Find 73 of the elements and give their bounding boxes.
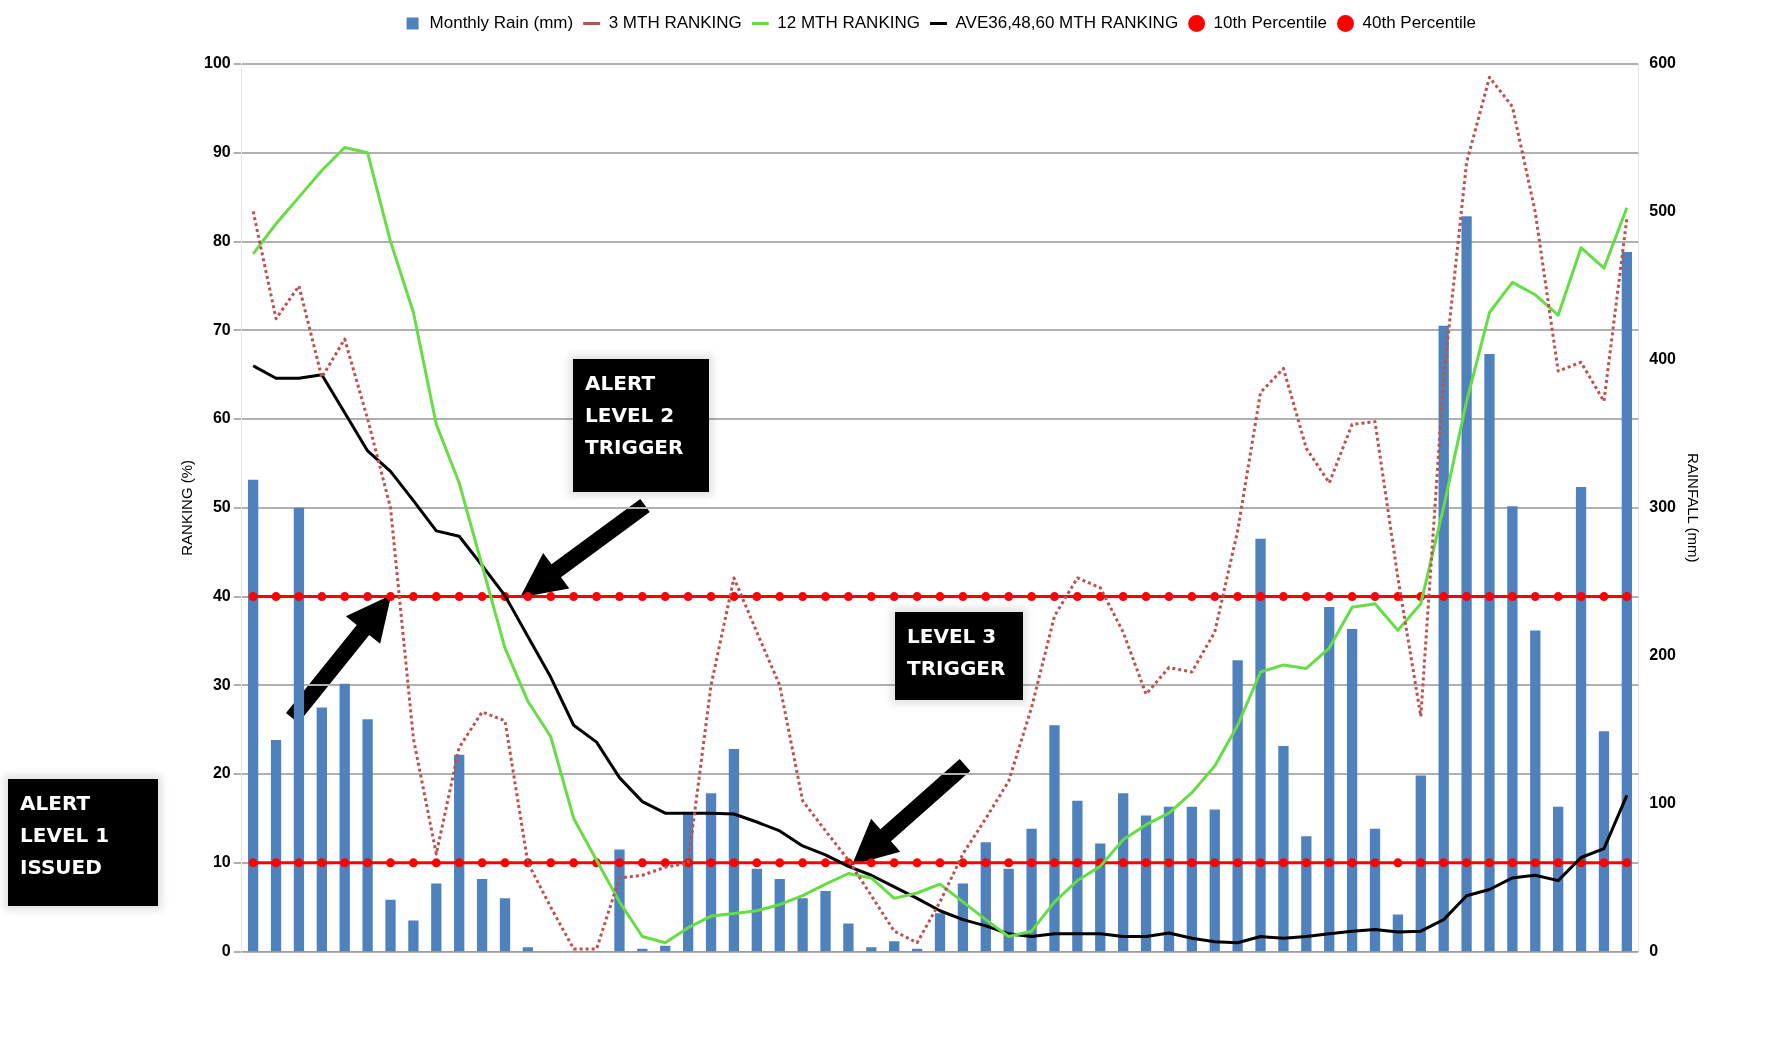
bar bbox=[889, 941, 900, 952]
y-tick-label: 50 bbox=[212, 498, 231, 516]
y2-tick-label: 500 bbox=[1649, 202, 1677, 220]
bar bbox=[293, 507, 305, 952]
bar bbox=[1484, 353, 1495, 952]
bar bbox=[476, 879, 488, 952]
y-tick-label: 60 bbox=[212, 409, 231, 427]
bar bbox=[774, 879, 785, 952]
bar bbox=[1415, 775, 1426, 952]
y-tick-label: 30 bbox=[212, 675, 231, 693]
bar bbox=[820, 890, 831, 952]
bar bbox=[1598, 731, 1610, 952]
y-tick-label: 90 bbox=[212, 143, 231, 161]
bar bbox=[1324, 606, 1335, 952]
bar bbox=[362, 719, 373, 952]
bar bbox=[499, 898, 511, 952]
legend-label: 12 MTH RANKING bbox=[777, 13, 920, 33]
text: ALERT LEVEL 1 ISSUED bbox=[8, 779, 158, 906]
bar bbox=[1186, 806, 1197, 952]
bar bbox=[1278, 745, 1289, 952]
bar bbox=[1438, 325, 1449, 952]
y-tick-label: 70 bbox=[212, 320, 231, 338]
legend-label: 40th Percentile bbox=[1362, 13, 1476, 33]
y2-tick-label: 100 bbox=[1649, 794, 1677, 812]
bar bbox=[1163, 806, 1175, 952]
y2-tick-label: 200 bbox=[1649, 646, 1677, 664]
bar bbox=[1575, 487, 1587, 952]
y2-tick-label: 300 bbox=[1649, 498, 1677, 516]
annotation: ALERT LEVEL 2 TRIGGER bbox=[573, 359, 709, 492]
y-tick-label: 0 bbox=[221, 942, 231, 960]
legend-label: AVE36,48,60 MTH RANKING bbox=[955, 13, 1179, 33]
y2-tick-label: 0 bbox=[1649, 942, 1659, 960]
bar bbox=[339, 683, 350, 952]
y-tick-label: 80 bbox=[212, 231, 231, 249]
bar bbox=[1095, 843, 1106, 952]
legend-label: 3 MTH RANKING bbox=[608, 13, 742, 33]
annotation: LEVEL 3 TRIGGER bbox=[895, 612, 1023, 700]
bar bbox=[454, 754, 465, 952]
bar bbox=[1118, 793, 1129, 952]
y2-tick-label: 600 bbox=[1649, 54, 1677, 72]
bar bbox=[316, 707, 327, 952]
y2-tick-label: 400 bbox=[1649, 350, 1677, 368]
bar bbox=[1621, 251, 1633, 952]
bar bbox=[1255, 538, 1266, 952]
bar bbox=[1369, 828, 1381, 952]
bar bbox=[843, 923, 854, 952]
bar bbox=[270, 740, 282, 952]
y-tick-label: 20 bbox=[212, 764, 231, 782]
bar bbox=[385, 899, 396, 952]
bar bbox=[247, 479, 259, 952]
bar bbox=[797, 898, 808, 952]
bar bbox=[1209, 809, 1220, 952]
bar bbox=[431, 883, 442, 952]
bar bbox=[1530, 630, 1541, 952]
bar bbox=[1346, 629, 1358, 952]
bar bbox=[1049, 725, 1060, 952]
y-tick-label: 40 bbox=[212, 586, 231, 604]
y2-axis-title: RAINFALL (mm) bbox=[1684, 453, 1702, 563]
bar bbox=[1507, 506, 1518, 952]
bar bbox=[705, 793, 717, 952]
bar bbox=[1140, 815, 1152, 952]
bar bbox=[408, 920, 419, 952]
y-tick-label: 100 bbox=[203, 54, 231, 72]
bar bbox=[934, 913, 946, 952]
bar bbox=[1232, 660, 1243, 952]
legend-label: 10th Percentile bbox=[1213, 13, 1328, 33]
y-axis-title: RANKING (%) bbox=[178, 459, 196, 556]
bar bbox=[1301, 836, 1312, 952]
bar bbox=[1461, 216, 1472, 952]
y-tick-label: 10 bbox=[212, 853, 231, 871]
bar bbox=[1553, 806, 1564, 952]
bar bbox=[728, 748, 740, 952]
legend-label: Monthly Rain (mm) bbox=[429, 13, 574, 33]
